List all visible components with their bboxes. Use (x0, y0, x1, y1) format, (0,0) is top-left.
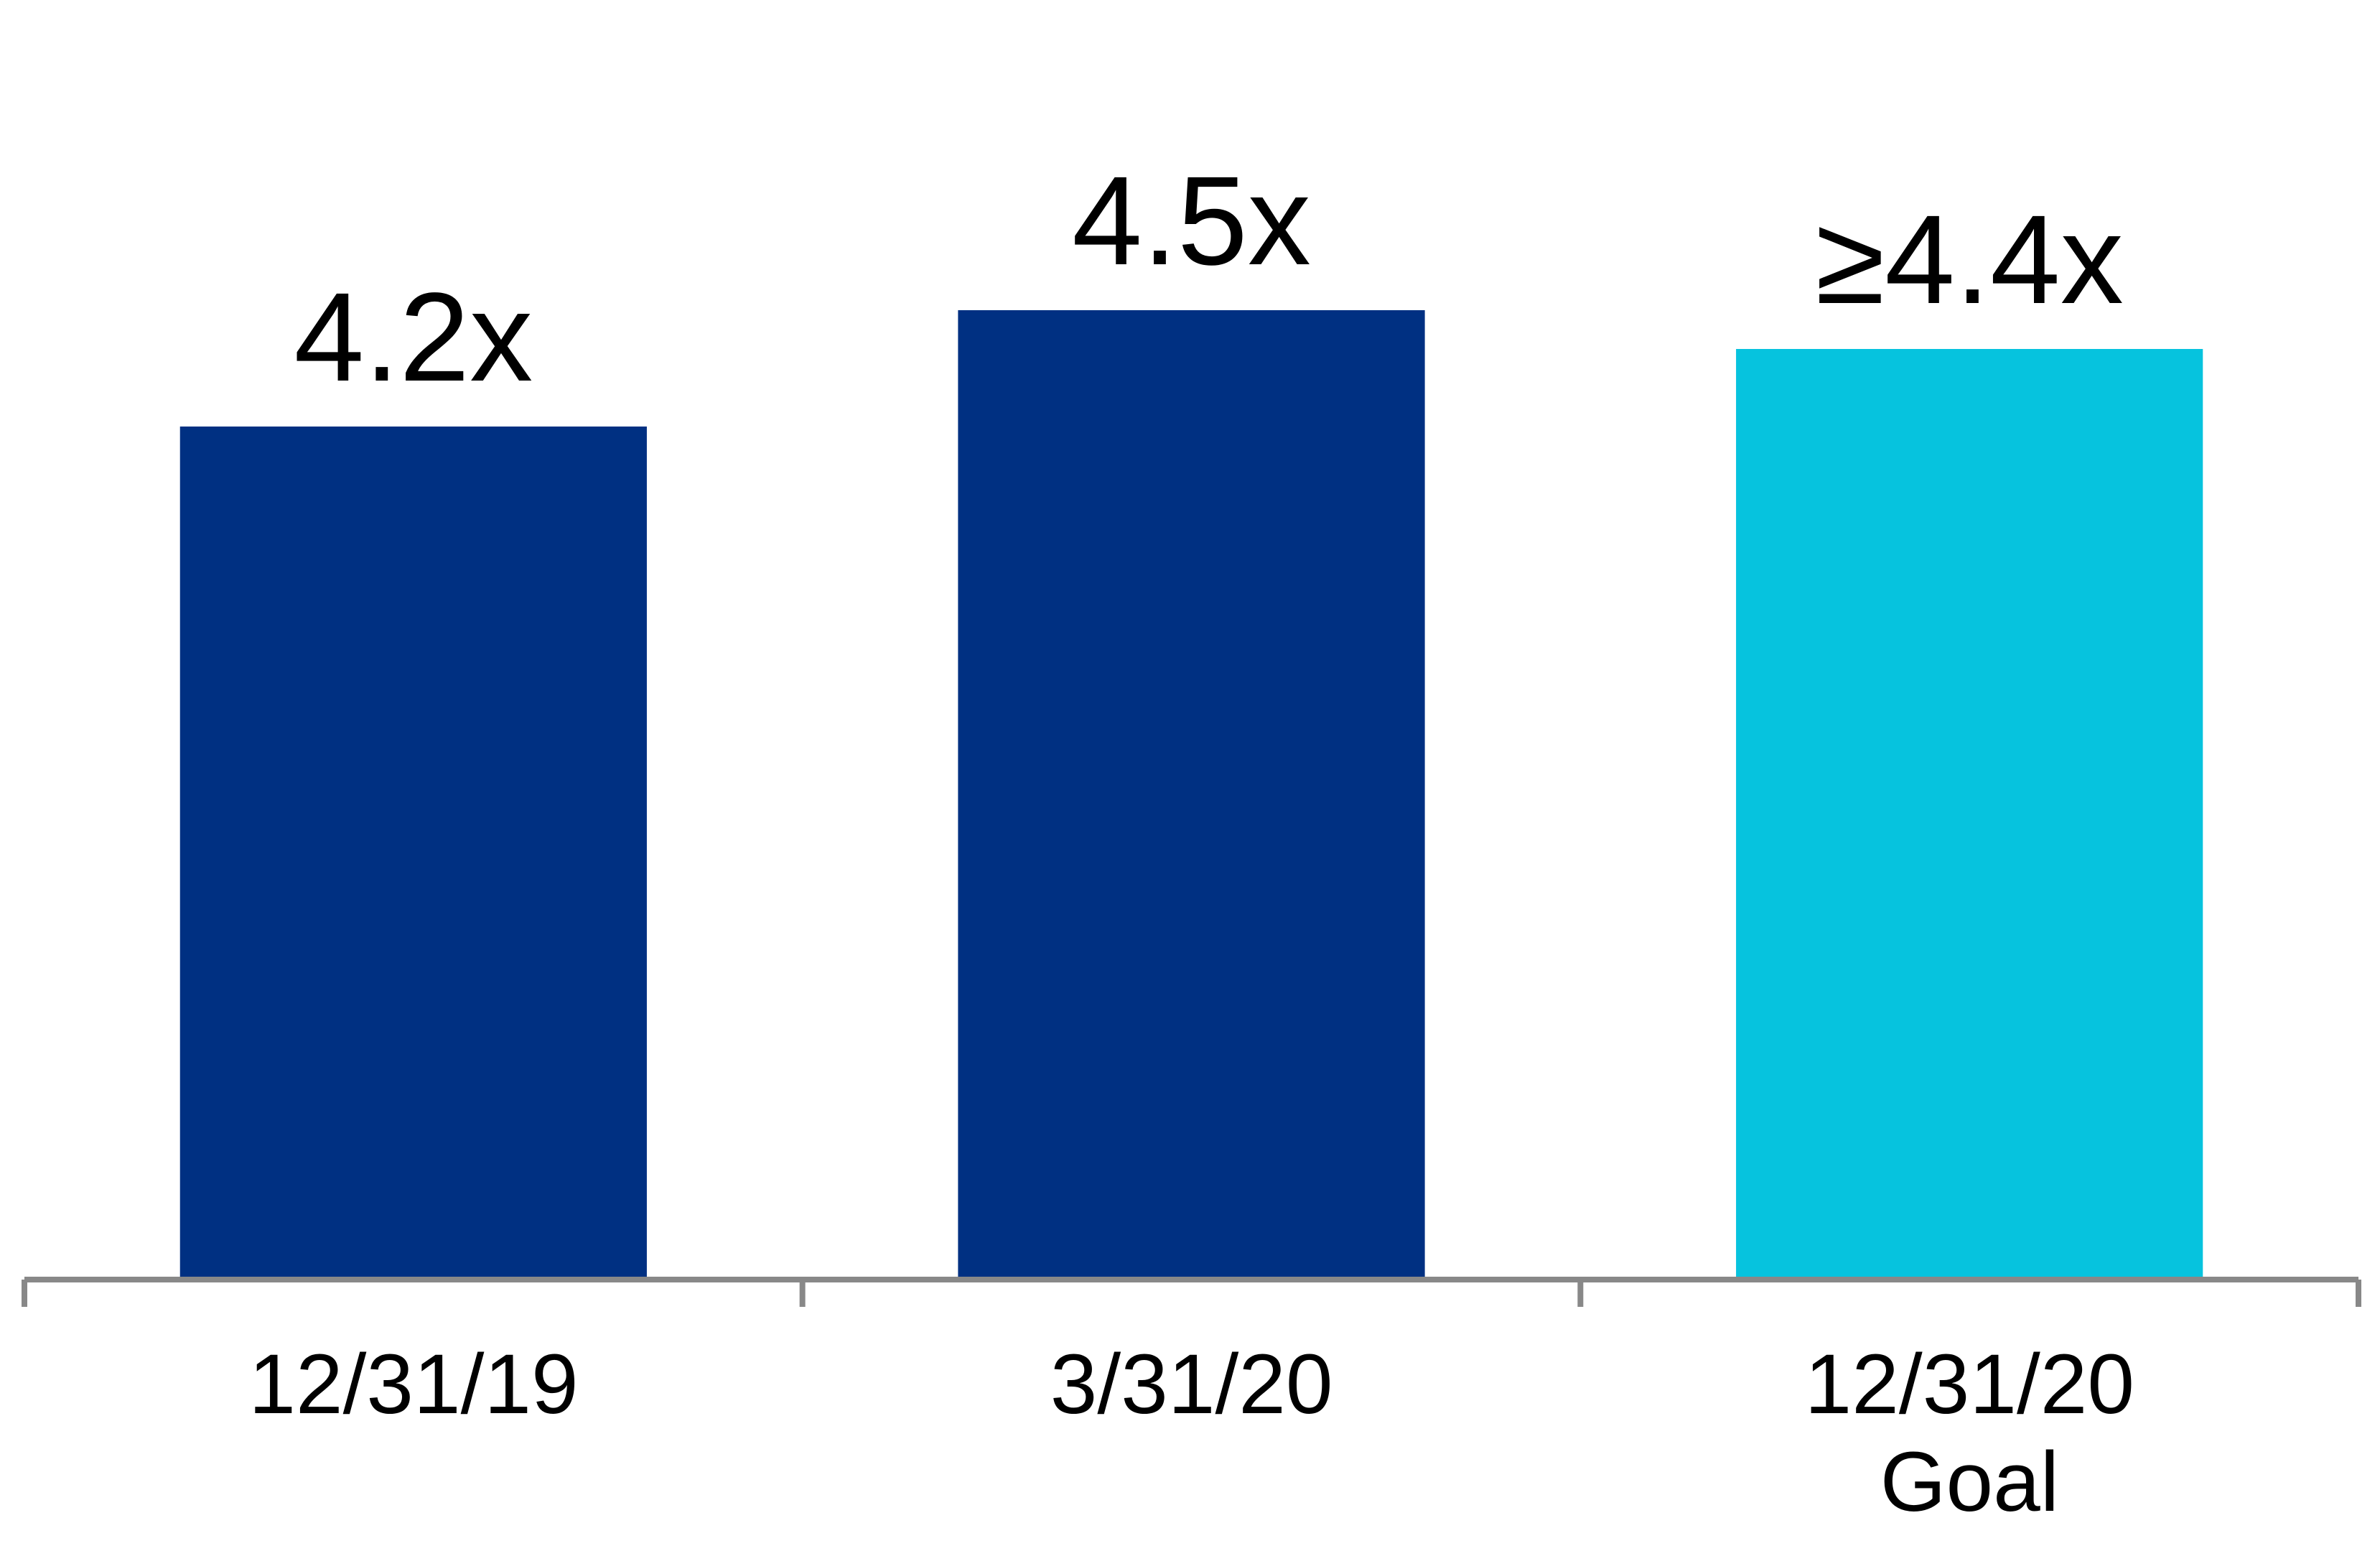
value-label: ≥4.4x (1816, 190, 2124, 330)
value-label: 4.2x (294, 267, 533, 408)
x-tick-label: 12/31/19 (248, 1337, 579, 1432)
bar (179, 427, 647, 1280)
x-tick-label: 12/31/20 Goal (1804, 1337, 2134, 1529)
value-label: 4.5x (1072, 151, 1311, 292)
bar (1736, 349, 2203, 1280)
x-tick-label: 3/31/20 (1050, 1337, 1333, 1432)
bar (958, 310, 1425, 1280)
